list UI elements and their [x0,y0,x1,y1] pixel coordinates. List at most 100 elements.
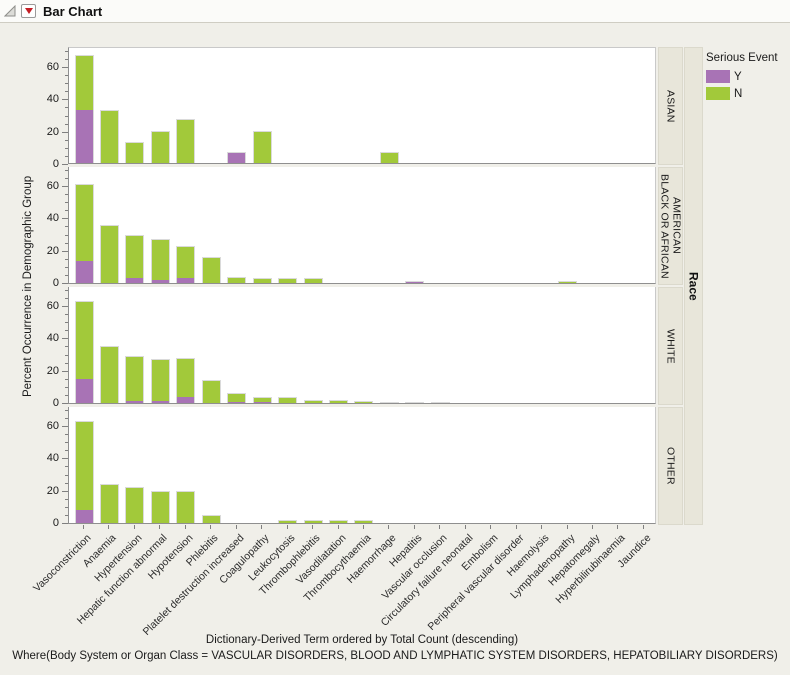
bar[interactable] [430,402,450,403]
bar-segment-n[interactable] [100,485,118,523]
bar[interactable] [150,130,170,163]
bar[interactable] [558,281,578,283]
bar[interactable] [176,490,196,523]
bar-segment-n[interactable] [126,235,144,279]
bar-segment-n[interactable] [330,520,347,523]
bar-segment-y[interactable] [75,510,93,523]
bar-segment-y[interactable] [126,401,144,403]
bar[interactable] [176,357,196,403]
bar-segment-n[interactable] [75,302,93,379]
bar[interactable] [176,119,196,163]
bar-segment-n[interactable] [228,394,246,402]
bar[interactable] [201,257,221,283]
bar[interactable] [150,359,170,403]
bar[interactable] [252,278,272,283]
bar-segment-n[interactable] [253,131,271,163]
bar-segment-n[interactable] [559,282,577,283]
bar-segment-n[interactable] [75,185,93,261]
bar[interactable] [354,519,374,523]
bar[interactable] [252,130,272,163]
bar[interactable] [99,224,119,283]
bar[interactable] [201,514,221,523]
bar-segment-n[interactable] [228,277,246,283]
bar[interactable] [303,278,323,283]
bar[interactable] [74,54,94,163]
bar-segment-n[interactable] [151,360,169,402]
bar-segment-n[interactable] [100,347,118,403]
bar[interactable] [329,399,348,403]
bar-segment-n[interactable] [202,381,220,403]
bar[interactable] [150,490,170,523]
bar-segment-n[interactable] [151,491,169,523]
bar-segment-n[interactable] [100,110,118,163]
bar-segment-n[interactable] [304,520,322,523]
bar-segment-n[interactable] [126,142,144,163]
bar[interactable] [74,421,94,523]
bar-segment-y[interactable] [406,282,424,283]
bar-segment-n[interactable] [279,520,297,523]
bar-segment-n[interactable] [279,279,297,283]
bar[interactable] [354,401,374,403]
bar[interactable] [227,393,247,403]
bar-segment-y[interactable] [75,378,93,403]
bar[interactable] [227,151,247,163]
bar-segment-n[interactable] [304,400,322,403]
bar[interactable] [379,151,399,163]
bar-segment-n[interactable] [253,279,271,283]
bar[interactable] [405,281,425,283]
bar[interactable] [278,396,298,403]
bar-segment-n[interactable] [75,55,93,111]
bar[interactable] [125,356,145,403]
bar-segment-n[interactable] [380,152,398,163]
bar-segment-y[interactable] [126,278,144,283]
bar[interactable] [303,399,323,403]
bar-segment-n[interactable] [75,422,93,511]
bar-segment-n[interactable] [151,131,169,163]
bar[interactable] [278,278,298,283]
bar[interactable] [278,519,298,523]
bar-segment-n[interactable] [100,225,118,283]
bar[interactable] [150,239,170,283]
bar[interactable] [99,484,119,523]
bar[interactable] [74,184,94,283]
bar-segment-n[interactable] [330,400,347,403]
bar-segment-n[interactable] [304,279,322,283]
bar[interactable] [405,402,425,403]
bar-segment-n[interactable] [202,515,220,523]
bar[interactable] [176,245,196,283]
disclosure-triangle-icon[interactable] [4,5,16,17]
bar-segment-n[interactable] [126,357,144,402]
bar-segment-n[interactable] [177,120,195,163]
bar-segment-y[interactable] [177,396,195,403]
bar[interactable] [201,380,221,403]
bar[interactable] [99,346,119,403]
bar-segment-y[interactable] [75,110,93,163]
bar[interactable] [379,402,399,403]
bar-segment-y[interactable] [151,279,169,283]
bar-segment-n[interactable] [355,520,373,523]
legend-item[interactable]: N [706,87,788,100]
bar-segment-y[interactable] [177,278,195,283]
legend-item[interactable]: Y [706,70,788,83]
bar-segment-n[interactable] [355,402,373,403]
bar-segment-n[interactable] [177,358,195,397]
bar[interactable] [125,487,145,523]
bar-segment-n[interactable] [177,491,195,523]
bar-segment-y[interactable] [228,152,246,163]
bar[interactable] [227,276,247,283]
bar-segment-y[interactable] [228,401,246,403]
bar[interactable] [125,141,145,163]
bar-segment-y[interactable] [253,401,271,403]
bar-segment-n[interactable] [126,488,144,523]
red-triangle-menu-button[interactable] [21,4,36,18]
bar[interactable] [303,519,323,523]
bar[interactable] [252,396,272,403]
bar[interactable] [99,109,119,163]
bar-segment-n[interactable] [253,397,271,402]
bar[interactable] [329,519,348,523]
bar[interactable] [125,234,145,283]
bar-segment-y[interactable] [151,401,169,403]
bar-segment-n[interactable] [151,240,169,280]
bar-segment-n[interactable] [177,246,195,279]
bar-segment-n[interactable] [202,258,220,283]
